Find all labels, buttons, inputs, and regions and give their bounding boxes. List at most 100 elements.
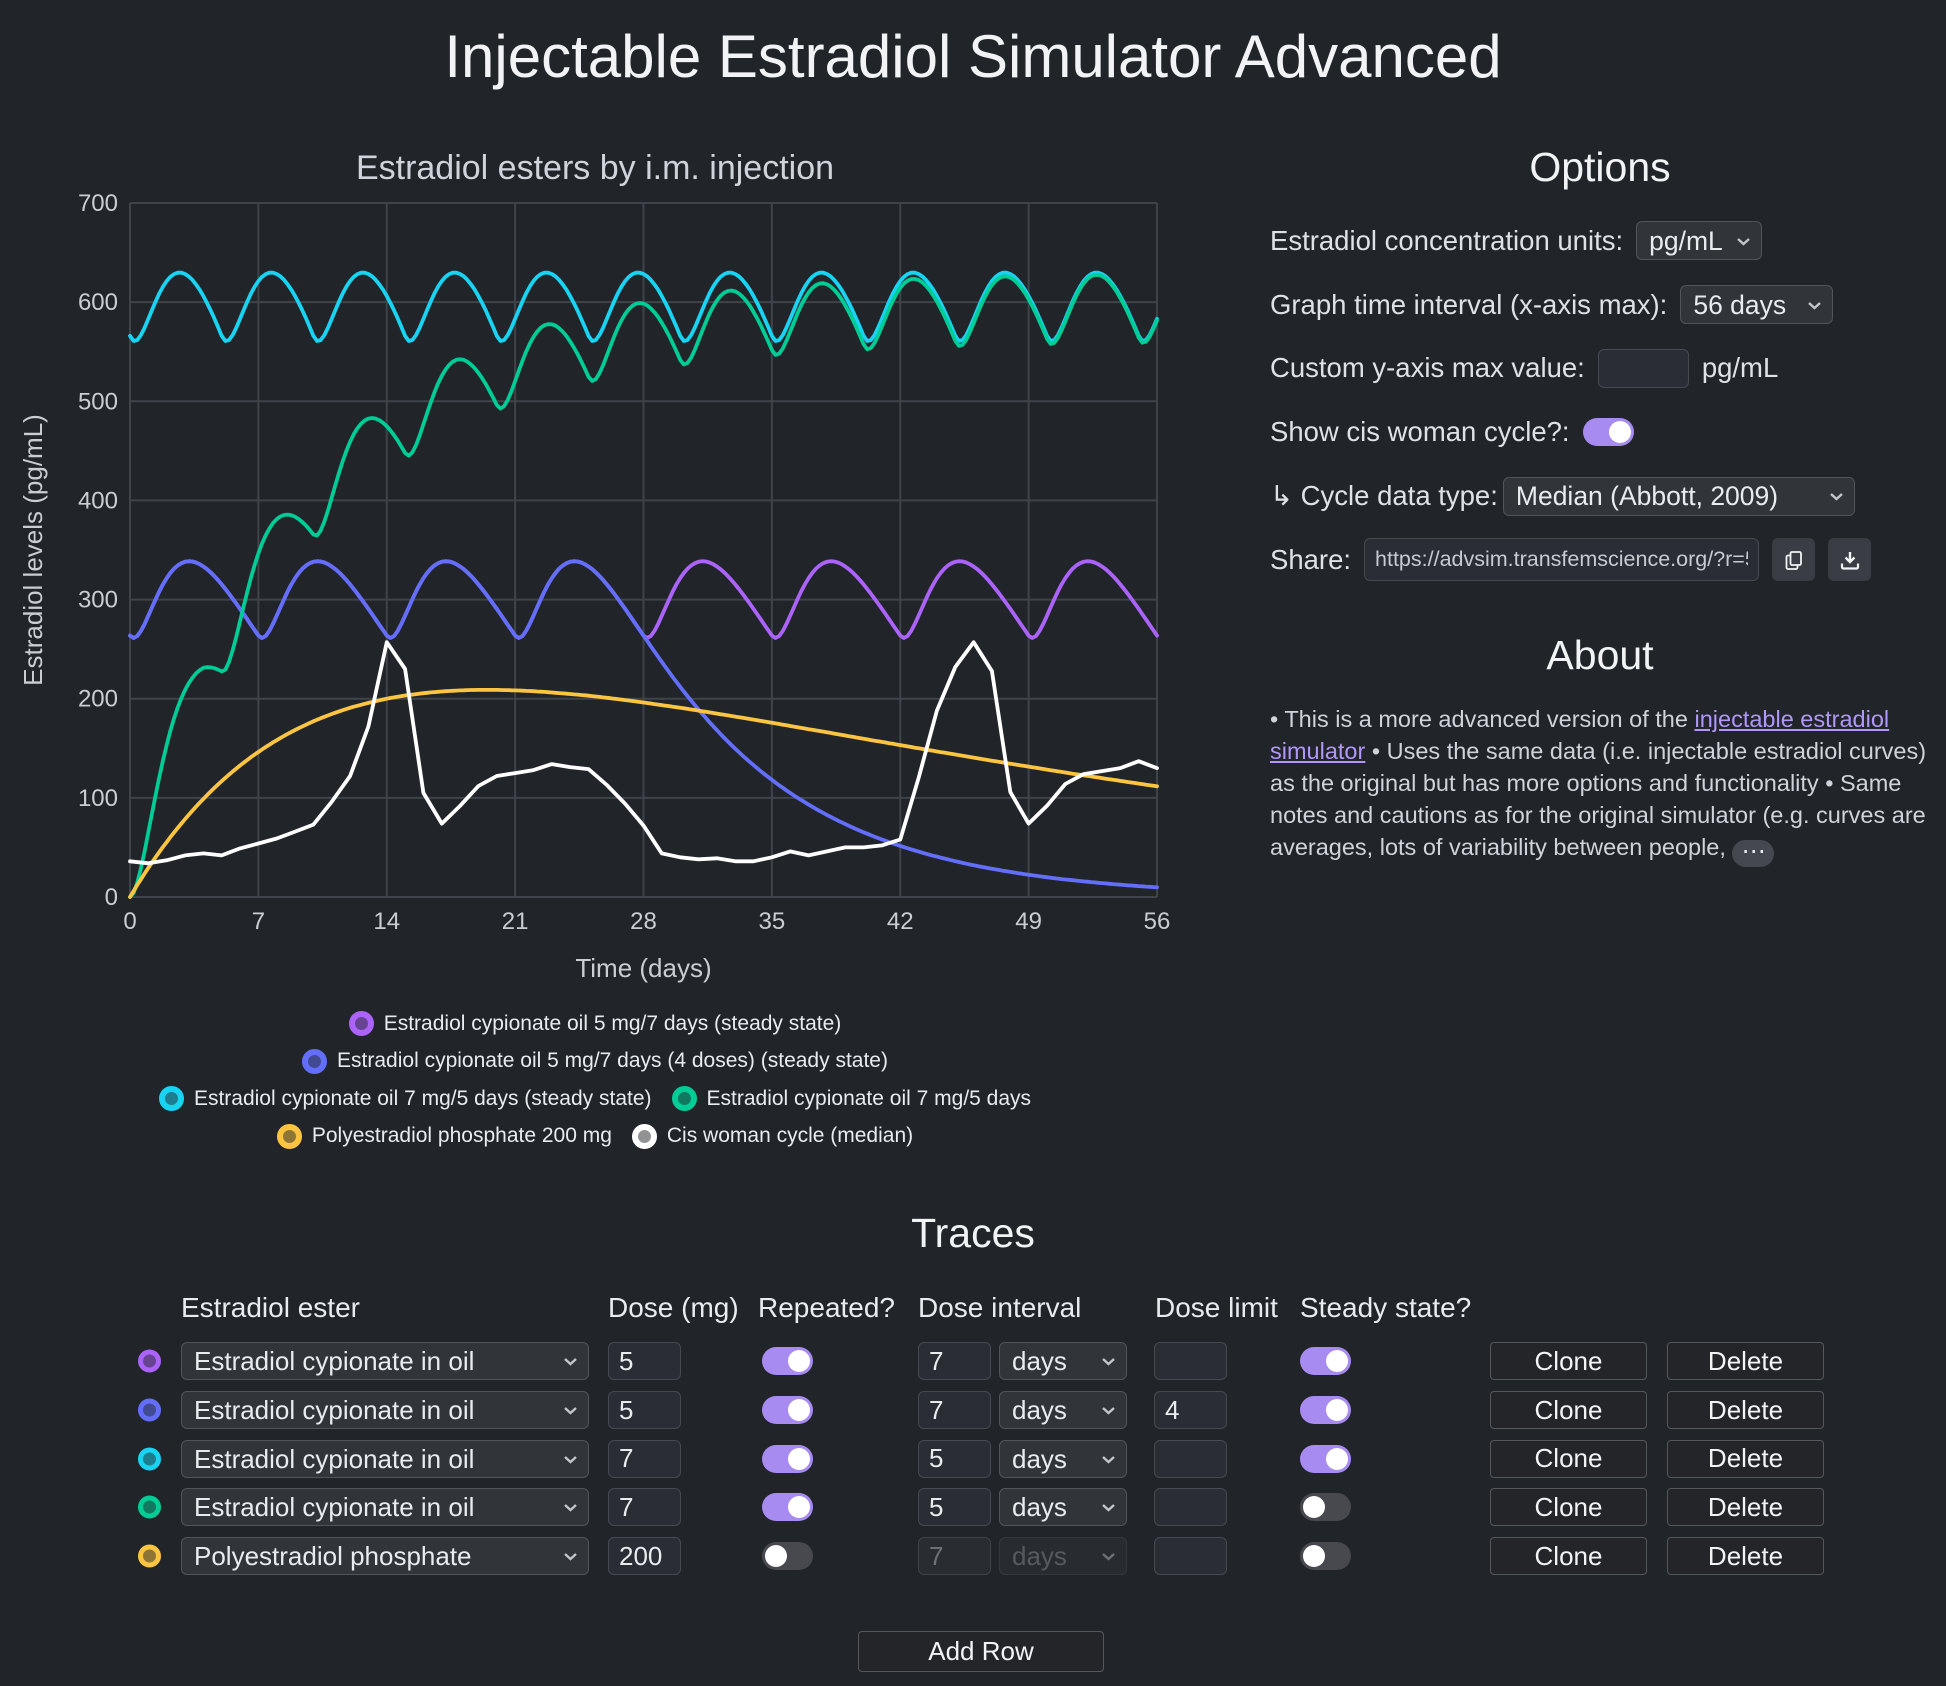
ester-select-wrap: Polyestradiol phosphate bbox=[181, 1537, 589, 1576]
toggle-knob bbox=[788, 1496, 810, 1519]
legend-item[interactable]: Estradiol cypionate oil 5 mg/7 days (ste… bbox=[348, 1011, 841, 1037]
ester-select[interactable]: Estradiol cypionate in oil bbox=[181, 1488, 589, 1527]
dose-input[interactable] bbox=[608, 1391, 681, 1430]
repeated-toggle[interactable] bbox=[762, 1542, 813, 1571]
steady-state-toggle[interactable] bbox=[1300, 1347, 1351, 1376]
interval-unit-select-wrap: days bbox=[999, 1537, 1127, 1576]
simulator-link[interactable]: injectable estradiol simulator bbox=[1270, 706, 1890, 764]
units-select-wrap: pg/mL bbox=[1636, 221, 1763, 261]
trace-color-dot bbox=[138, 1447, 161, 1471]
repeated-toggle[interactable] bbox=[762, 1493, 813, 1522]
x-axis-title: Time (days) bbox=[575, 953, 711, 983]
series-lines bbox=[128, 270, 1159, 899]
interval-input[interactable] bbox=[918, 1342, 991, 1381]
trace-row-0: Estradiol cypionate in oil days Clone Delet… bbox=[0, 1337, 1946, 1386]
col-header-dose: Dose (mg) bbox=[608, 1292, 739, 1323]
clone-row-button[interactable]: Clone bbox=[1490, 1537, 1647, 1576]
dose-limit-input[interactable] bbox=[1154, 1342, 1227, 1381]
y-axis-title: Estradiol levels (pg/mL) bbox=[18, 414, 48, 686]
delete-row-button[interactable]: Delete bbox=[1667, 1391, 1824, 1430]
traces-rows: Estradiol cypionate in oil days Clone Delet… bbox=[0, 1337, 1946, 1580]
steady-state-toggle[interactable] bbox=[1300, 1444, 1351, 1473]
page-title: Injectable Estradiol Simulator Advanced bbox=[444, 23, 1502, 90]
ester-select[interactable]: Estradiol cypionate in oil bbox=[181, 1342, 589, 1381]
steady-state-toggle[interactable] bbox=[1300, 1542, 1351, 1571]
repeated-toggle[interactable] bbox=[762, 1444, 813, 1473]
about-heading: About bbox=[1546, 632, 1654, 678]
add-row-button[interactable]: Add Row bbox=[858, 1631, 1104, 1672]
interval-unit-select[interactable]: days bbox=[999, 1488, 1127, 1527]
interval-input[interactable] bbox=[918, 1439, 991, 1478]
clone-row-button[interactable]: Clone bbox=[1490, 1391, 1647, 1430]
x-tick-label: 28 bbox=[630, 908, 657, 935]
clone-row-button[interactable]: Clone bbox=[1490, 1488, 1647, 1527]
delete-row-button[interactable]: Delete bbox=[1667, 1488, 1824, 1527]
share-url-input[interactable] bbox=[1364, 538, 1760, 582]
trace-color-dot bbox=[138, 1544, 161, 1568]
dose-limit-input[interactable] bbox=[1154, 1537, 1227, 1576]
repeated-toggle[interactable] bbox=[762, 1396, 813, 1425]
dose-limit-input[interactable] bbox=[1154, 1391, 1227, 1430]
download-share-button[interactable] bbox=[1828, 538, 1872, 582]
col-header-interval: Dose interval bbox=[918, 1292, 1082, 1323]
dose-limit-input[interactable] bbox=[1154, 1439, 1227, 1478]
time-interval-select[interactable]: 56 days bbox=[1680, 285, 1834, 325]
delete-row-button[interactable]: Delete bbox=[1667, 1342, 1824, 1381]
ester-select[interactable]: Polyestradiol phosphate bbox=[181, 1537, 589, 1576]
interval-input[interactable] bbox=[918, 1537, 991, 1576]
interval-unit-select-wrap: days bbox=[999, 1488, 1127, 1527]
interval-label: Graph time interval (x-axis max): bbox=[1270, 288, 1668, 320]
repeated-toggle[interactable] bbox=[762, 1347, 813, 1376]
dose-limit-input[interactable] bbox=[1154, 1488, 1227, 1527]
interval-unit-select[interactable]: days bbox=[999, 1391, 1127, 1430]
interval-unit-select[interactable]: days bbox=[999, 1439, 1127, 1478]
legend-label: Estradiol cypionate oil 5 mg/7 days (4 d… bbox=[337, 1049, 888, 1073]
dose-input[interactable] bbox=[608, 1342, 681, 1381]
units-select[interactable]: pg/mL bbox=[1636, 221, 1763, 261]
y-tick-label: 200 bbox=[78, 686, 118, 713]
option-row-ymax: Custom y-axis max value: pg/mL bbox=[1270, 337, 1930, 401]
interval-unit-select[interactable]: days bbox=[999, 1537, 1127, 1576]
cycle-type-select[interactable]: Median (Abbott, 2009) bbox=[1502, 476, 1855, 516]
trace-color-dot bbox=[138, 1495, 161, 1519]
legend-row: Estradiol cypionate oil 5 mg/7 days (4 d… bbox=[0, 1043, 1190, 1081]
ester-select[interactable]: Estradiol cypionate in oil bbox=[181, 1439, 589, 1478]
legend-item[interactable]: Cis woman cycle (median) bbox=[631, 1123, 913, 1149]
clone-row-button[interactable]: Clone bbox=[1490, 1342, 1647, 1381]
dose-input[interactable] bbox=[608, 1488, 681, 1527]
legend-item[interactable]: Estradiol cypionate oil 7 mg/5 days bbox=[671, 1086, 1031, 1112]
legend-marker-icon bbox=[671, 1086, 697, 1112]
interval-input[interactable] bbox=[918, 1391, 991, 1430]
steady-state-toggle[interactable] bbox=[1300, 1396, 1351, 1425]
dose-input[interactable] bbox=[608, 1537, 681, 1576]
plot-area: 0 7 14 21 28 35 42 49 56 0 100 200 300 400 500 600 700 Es… bbox=[18, 149, 1170, 983]
interval-input[interactable] bbox=[918, 1488, 991, 1527]
legend-item[interactable]: Estradiol cypionate oil 5 mg/7 days (4 d… bbox=[302, 1048, 888, 1074]
ester-select-wrap: Estradiol cypionate in oil bbox=[181, 1439, 589, 1478]
copy-share-button[interactable] bbox=[1772, 538, 1816, 582]
ymax-input[interactable] bbox=[1597, 348, 1689, 388]
legend-item[interactable]: Polyestradiol phosphate 200 mg bbox=[276, 1123, 612, 1149]
traces-table: Estradiol ester Dose (mg) Repeated? Dose… bbox=[0, 1292, 1946, 1580]
delete-row-button[interactable]: Delete bbox=[1667, 1537, 1824, 1576]
toggle-knob bbox=[1326, 1399, 1348, 1422]
expand-about-button[interactable]: ⋯ bbox=[1732, 840, 1775, 867]
show-cycle-toggle[interactable] bbox=[1582, 418, 1634, 447]
clone-row-button[interactable]: Clone bbox=[1490, 1439, 1647, 1478]
toggle-knob bbox=[1303, 1496, 1325, 1519]
traces-heading: Traces bbox=[911, 1210, 1035, 1256]
dose-input[interactable] bbox=[608, 1439, 681, 1478]
ymax-unit: pg/mL bbox=[1701, 352, 1779, 384]
ester-select[interactable]: Estradiol cypionate in oil bbox=[181, 1391, 589, 1430]
toggle-knob bbox=[788, 1399, 810, 1422]
legend-label: Polyestradiol phosphate 200 mg bbox=[311, 1124, 612, 1148]
steady-state-toggle[interactable] bbox=[1300, 1493, 1351, 1522]
legend-marker-icon bbox=[348, 1011, 374, 1037]
interval-unit-select[interactable]: days bbox=[999, 1342, 1127, 1381]
delete-row-button[interactable]: Delete bbox=[1667, 1439, 1824, 1478]
interval-select-wrap: 56 days bbox=[1680, 285, 1834, 325]
x-tick-label: 14 bbox=[373, 908, 400, 935]
option-row-cycle-toggle: Show cis woman cycle?: bbox=[1270, 400, 1930, 464]
legend-item[interactable]: Estradiol cypionate oil 7 mg/5 days (ste… bbox=[158, 1086, 652, 1112]
